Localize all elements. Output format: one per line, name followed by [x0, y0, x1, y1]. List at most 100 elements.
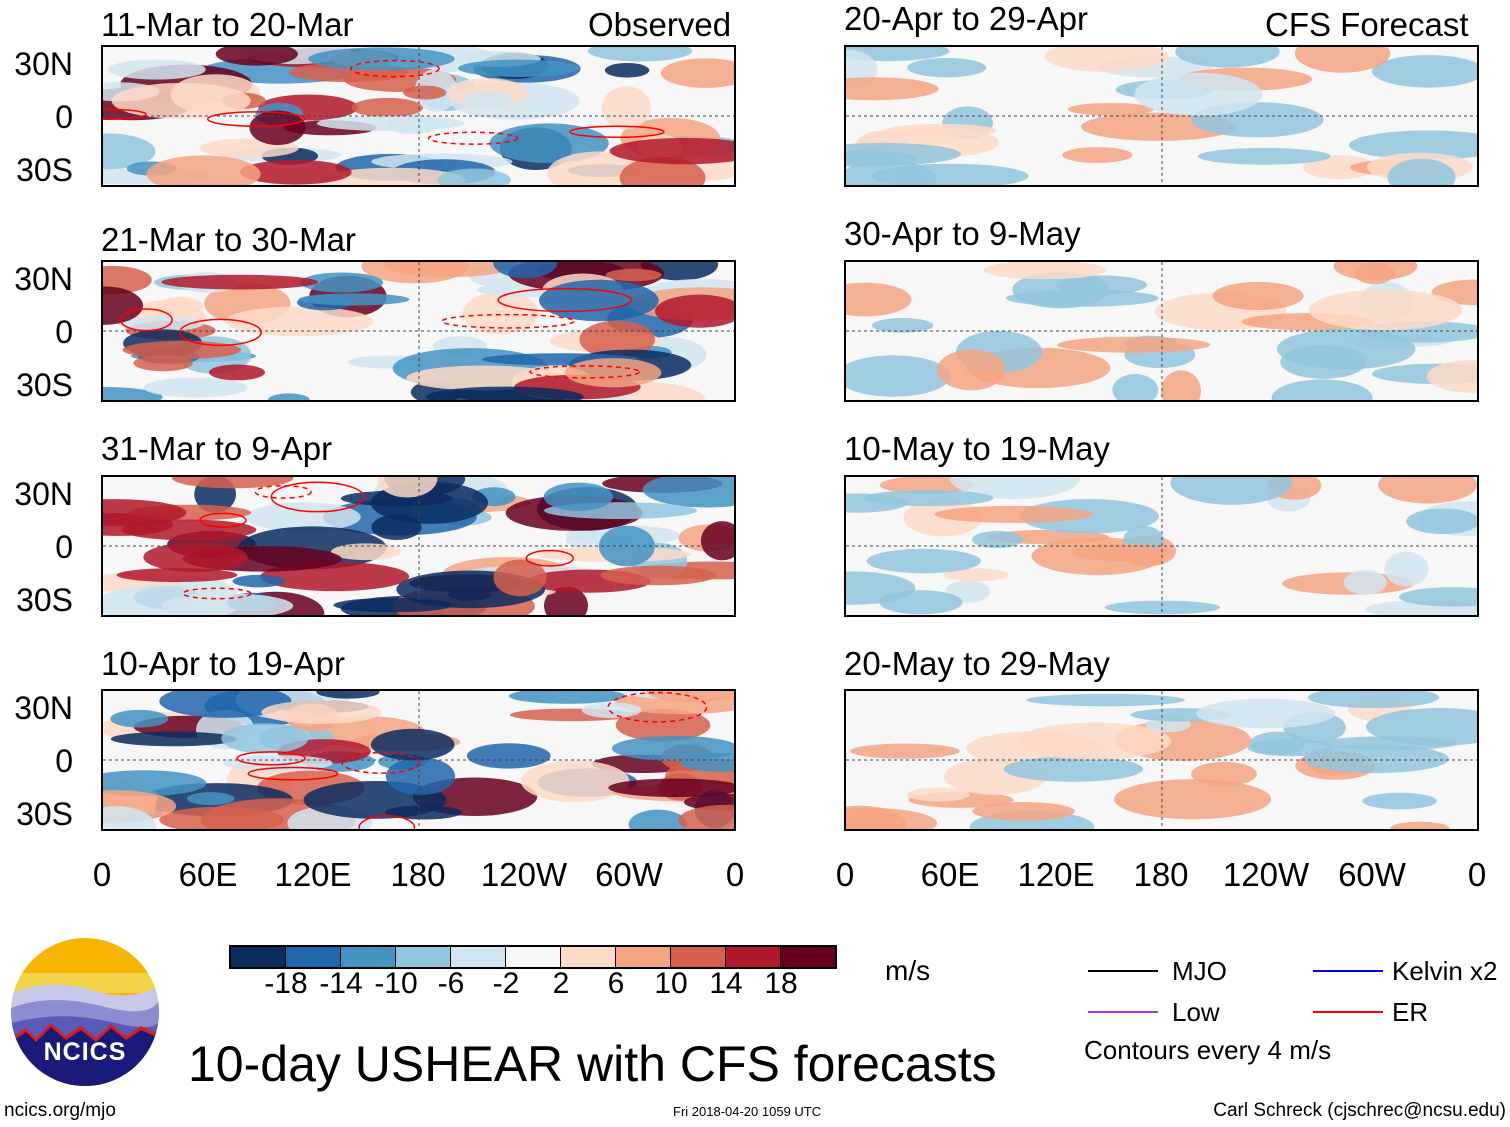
anomaly-blob: [579, 320, 655, 359]
anomaly-blob: [331, 543, 402, 561]
anomaly-blob: [1303, 155, 1376, 180]
er-contour: [103, 108, 147, 121]
anomaly-blob: [493, 559, 547, 597]
anomaly-blob: [1348, 130, 1477, 160]
anomaly-blob: [1175, 47, 1280, 68]
figure-title: 10-day USHEAR with CFS forecasts: [188, 1036, 997, 1092]
anomaly-blob: [493, 262, 558, 279]
er-contour: [179, 318, 262, 347]
lat-label: 30S: [16, 582, 73, 618]
anomaly-blob: [907, 787, 970, 802]
anomaly-blob: [161, 593, 294, 615]
lat-label: 0: [55, 314, 73, 350]
anomaly-blob: [604, 62, 650, 78]
er-contour: [441, 313, 575, 329]
anomaly-blob: [385, 757, 456, 796]
anomaly-blob: [425, 386, 584, 400]
anomaly-blob: [1062, 147, 1133, 163]
anomaly-blob: [846, 355, 951, 397]
colorbar-swatch: [506, 947, 561, 967]
anomaly-blob: [846, 47, 950, 62]
anomaly-blob: [543, 482, 613, 511]
map-panel-forecast-1: [844, 45, 1479, 187]
anomaly-blob: [110, 709, 169, 728]
map-panel-observed-4: [101, 689, 736, 831]
lon-label: 60W: [1338, 856, 1406, 893]
legend-line-low: [1088, 1011, 1158, 1013]
anomaly-blob: [1112, 374, 1159, 400]
anomaly-blob: [564, 358, 662, 388]
anomaly-blob: [647, 691, 734, 703]
panel-title: 20-May to 29-May: [844, 645, 1110, 682]
anomaly-blob: [351, 97, 424, 118]
anomaly-blob: [377, 477, 438, 498]
lon-label: 120W: [1222, 856, 1310, 893]
anomaly-blob: [1384, 551, 1429, 587]
anomaly-blob: [611, 735, 734, 761]
lat-label: 0: [55, 529, 73, 565]
colorbar-label: 10: [654, 967, 688, 1000]
map-panel-forecast-4: [844, 689, 1479, 831]
anomaly-blob: [1005, 289, 1159, 307]
anomaly-blob: [462, 291, 539, 335]
anomaly-blob: [361, 262, 470, 284]
anomaly-blob: [1307, 691, 1440, 709]
anomaly-blob: [143, 542, 248, 572]
colorbar-label: -2: [492, 967, 520, 1000]
anomaly-blob: [628, 809, 688, 829]
anomaly-blob: [171, 477, 294, 489]
anomaly-blob: [1249, 731, 1307, 755]
anomaly-blob: [543, 586, 589, 615]
legend-label-mjo: MJO: [1172, 956, 1227, 986]
anomaly-blob: [600, 565, 717, 586]
anomaly-blob: [1371, 55, 1477, 88]
anomaly-blob: [121, 519, 257, 541]
anomaly-blob: [1104, 600, 1221, 615]
er-contour: [247, 766, 339, 781]
anomaly-blob: [1003, 756, 1144, 782]
anomaly-blob: [654, 294, 734, 328]
anomaly-blob: [608, 778, 734, 798]
colorbar-swatch: [671, 947, 726, 967]
anomaly-blob: [949, 477, 1081, 500]
lon-label: 180: [1133, 856, 1189, 893]
anomaly-blob: [1294, 47, 1391, 73]
map-panel-observed-2: [101, 260, 736, 402]
anomaly-blob: [186, 792, 235, 806]
logo-text: NCICS: [43, 1038, 127, 1066]
anomaly-blob: [1426, 360, 1477, 393]
anomaly-blob: [224, 306, 374, 337]
anomaly-blob: [143, 377, 248, 398]
lat-label: 30S: [16, 152, 73, 188]
anomaly-blob: [103, 806, 157, 829]
anomaly-blob: [609, 137, 734, 165]
footer-url[interactable]: ncics.org/mjo: [4, 1100, 116, 1121]
colorbar-swatch: [726, 947, 781, 967]
anomaly-blob: [146, 155, 261, 185]
anomaly-blob: [462, 91, 514, 109]
anomaly-blob: [846, 142, 961, 166]
anomaly-blob: [1212, 281, 1304, 310]
anomaly-blob: [1196, 698, 1336, 729]
anomaly-blob: [122, 340, 242, 360]
anomaly-blob: [246, 502, 361, 532]
lat-label: 30N: [14, 690, 73, 726]
lat-label: 30S: [16, 367, 73, 403]
anomaly-blob: [615, 708, 711, 742]
anomaly-blob: [1114, 779, 1272, 820]
anomaly-blob: [458, 59, 580, 77]
anomaly-blob: [605, 268, 662, 282]
anomaly-blob: [261, 700, 382, 724]
colorbar-label: -18: [264, 967, 308, 1000]
er-contour: [182, 587, 252, 600]
anomaly-blob: [1398, 587, 1477, 607]
anomaly-blob: [1354, 262, 1395, 285]
colorbar-swatch: [396, 947, 451, 967]
anomaly-blob: [107, 59, 206, 80]
colorbar-swatch: [341, 947, 396, 967]
map-panel-observed-1: [101, 45, 736, 187]
panel-title: 21-Mar to 30-Mar: [101, 221, 356, 258]
contours-note: Contours every 4 m/s: [1084, 1035, 1332, 1065]
colorbar-label: 2: [552, 967, 570, 1000]
anomaly-blob: [1044, 47, 1169, 72]
